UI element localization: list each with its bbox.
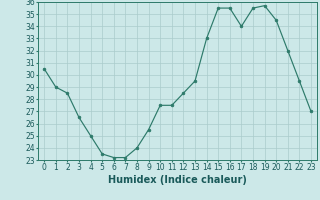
- X-axis label: Humidex (Indice chaleur): Humidex (Indice chaleur): [108, 175, 247, 185]
